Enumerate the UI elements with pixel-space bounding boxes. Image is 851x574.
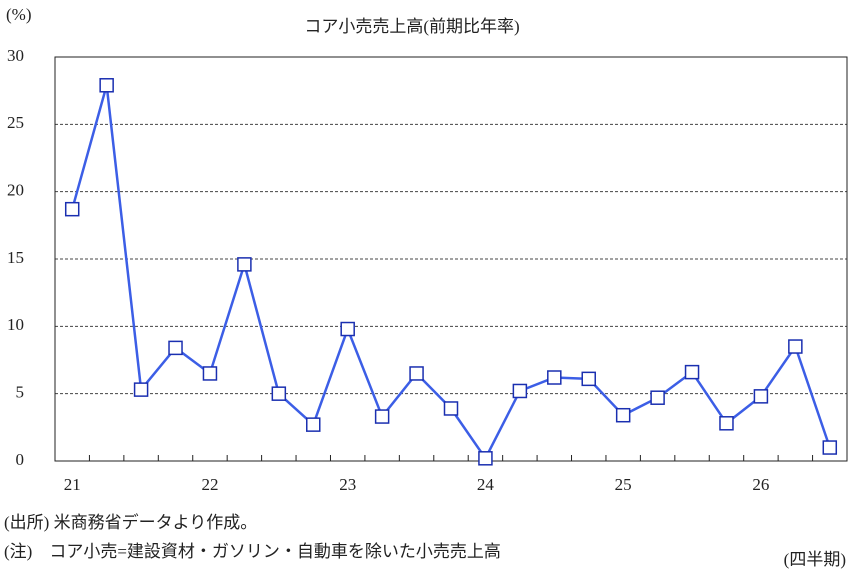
chart-title: コア小売売上高(前期比年率) (304, 17, 519, 36)
x-tick-label: 24 (477, 475, 495, 494)
marker (99, 78, 114, 93)
marker (719, 416, 734, 431)
marker (306, 417, 321, 432)
marker (374, 409, 390, 424)
note: (出所) 米商務省データより作成。 (4, 512, 257, 532)
marker (822, 440, 838, 455)
marker (271, 386, 287, 401)
marker (512, 383, 528, 399)
y-tick-label: 30 (7, 46, 24, 65)
y-unit: (%) (6, 5, 31, 24)
marker (684, 364, 700, 380)
marker (409, 366, 424, 381)
y-tick-label: 0 (16, 450, 25, 469)
marker (443, 401, 459, 416)
marker (133, 382, 149, 397)
marker (547, 370, 562, 385)
x-tick-label: 26 (752, 475, 769, 494)
y-tick-label: 15 (7, 248, 24, 267)
marker (237, 257, 252, 272)
y-tick-label: 5 (16, 383, 25, 402)
x-tick-label: 23 (339, 475, 356, 494)
x-tick-label: 21 (64, 475, 81, 494)
x-tick-label: 25 (615, 475, 632, 494)
marker (788, 339, 803, 354)
marker (168, 340, 183, 356)
note: (注) コア小売=建設資材・ガソリン・自動車を除いた小売売上高 (4, 542, 501, 561)
y-tick-label: 25 (7, 113, 24, 132)
marker (340, 321, 355, 337)
marker (64, 201, 80, 217)
marker (615, 407, 631, 423)
marker (753, 389, 769, 404)
marker (202, 366, 218, 381)
x-axis-label: (四半期) (784, 550, 846, 569)
y-tick-label: 10 (7, 315, 24, 334)
marker (581, 371, 596, 387)
x-tick-label: 22 (201, 475, 218, 494)
marker (478, 451, 493, 466)
plot-frame (54, 56, 848, 462)
y-tick-label: 20 (7, 181, 24, 200)
marker (650, 390, 665, 405)
